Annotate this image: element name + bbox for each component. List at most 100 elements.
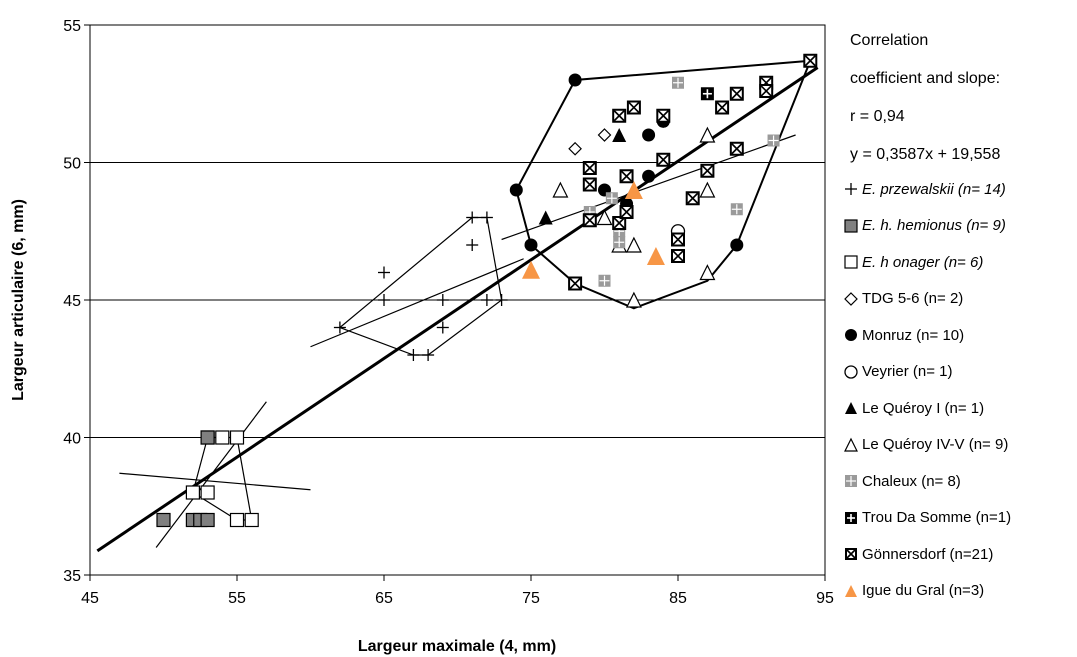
data-point	[185, 485, 200, 500]
data-point	[671, 249, 685, 263]
marker-stroke	[731, 88, 743, 100]
data-point	[538, 210, 553, 225]
marker-shape	[844, 437, 858, 452]
y-tick-label: 40	[63, 431, 81, 448]
marker-stroke	[846, 549, 856, 559]
group-regression-line	[119, 472, 311, 491]
marker-shape	[552, 181, 569, 198]
marker-shape	[568, 73, 582, 87]
legend-marker	[844, 218, 858, 233]
legend-label: Monruz (n= 10)	[862, 326, 965, 344]
data-point	[495, 294, 508, 306]
group-hull	[192, 436, 253, 521]
y-axis-title: Largeur articulaire (6, mm)	[10, 199, 27, 401]
legend-entry: Igue du Gral (n=3)	[843, 580, 984, 602]
marker-shape	[568, 141, 582, 156]
data-point	[229, 430, 245, 445]
data-point	[625, 291, 642, 308]
legend-marker	[844, 364, 858, 379]
legend-label: E. h onager (n= 6)	[862, 253, 984, 271]
data-point	[613, 236, 626, 249]
marker-shape	[624, 181, 643, 199]
data-point	[522, 260, 540, 279]
data-point	[699, 264, 716, 281]
marker-shape	[524, 238, 538, 252]
legend-label: E. h. hemionus (n= 9)	[862, 217, 1006, 234]
data-point	[730, 238, 744, 252]
data-point	[605, 192, 618, 205]
legend-entry: Chaleux (n= 8)	[843, 470, 961, 492]
x-tick-label: 45	[81, 590, 99, 607]
data-point	[422, 349, 435, 361]
marker-shape	[625, 291, 642, 308]
marker-stroke	[584, 214, 596, 226]
data-point	[619, 205, 634, 219]
marker-shape	[596, 209, 613, 226]
legend-label: Veyrier (n= 1)	[862, 363, 953, 380]
legend-marker-shape	[845, 329, 857, 341]
marker-stroke	[716, 101, 728, 114]
marker-stroke	[569, 277, 581, 290]
marker-shape	[200, 485, 215, 500]
data-point	[699, 126, 716, 143]
legend-marker-shape	[845, 183, 857, 195]
y-tick-label: 50	[63, 156, 81, 173]
data-point	[568, 141, 582, 156]
marker-stroke	[584, 178, 596, 191]
data-point	[803, 53, 818, 68]
marker-stroke	[620, 206, 633, 218]
x-tick-label: 95	[816, 590, 834, 607]
legend-marker-shape	[845, 402, 857, 414]
data-point	[378, 294, 390, 306]
legend-marker	[845, 475, 857, 487]
y-tick-label: 45	[63, 293, 81, 310]
data-point	[436, 294, 449, 306]
legend-marker-shape	[844, 218, 858, 233]
marker-stroke	[760, 85, 772, 97]
data-point	[200, 512, 215, 528]
data-point	[729, 86, 744, 101]
marker-shape	[844, 291, 858, 306]
legend-label: Le Quéroy I (n= 1)	[862, 399, 985, 417]
legend-entry: E. h onager (n= 6)	[843, 251, 983, 273]
marker-stroke	[672, 250, 684, 262]
annotation-line: Correlation	[850, 32, 929, 49]
marker-shape	[185, 485, 200, 500]
legend-entry: TDG 5-6 (n= 2)	[843, 288, 963, 310]
legend-marker	[845, 183, 857, 195]
data-point	[625, 236, 642, 253]
data-point	[642, 128, 656, 142]
marker-stroke	[701, 165, 713, 177]
data-point	[244, 512, 259, 528]
data-point	[730, 203, 743, 216]
annotation-line: coefficient and slope:	[850, 70, 1001, 87]
legend-marker-shape	[845, 511, 857, 524]
data-point	[672, 76, 684, 89]
legend-entry: Le Quéroy IV-V (n= 9)	[843, 434, 1008, 456]
data-point	[656, 152, 671, 167]
data-point	[612, 128, 627, 142]
marker-shape	[646, 247, 665, 265]
x-tick-label: 55	[228, 590, 246, 607]
legend-label: Igue du Gral (n=3)	[862, 582, 985, 599]
data-point	[552, 181, 569, 198]
marker-stroke	[731, 143, 743, 155]
legend-marker	[845, 402, 857, 414]
marker-shape	[642, 169, 656, 183]
data-point	[568, 73, 582, 87]
y-tick-label: 35	[63, 568, 81, 585]
x-tick-label: 65	[375, 590, 393, 607]
data-point	[200, 485, 215, 500]
group-outlines	[192, 59, 812, 521]
data-point	[597, 128, 612, 142]
legend-marker-shape	[844, 291, 858, 306]
data-point	[480, 211, 493, 224]
legend-entry: Trou Da Somme (n=1)	[843, 507, 1011, 529]
marker-stroke	[657, 154, 669, 166]
x-axis-ticks: 45 55 65 75 85 95	[81, 575, 834, 607]
data-point	[729, 141, 744, 156]
marker-shape	[699, 181, 716, 198]
marker-shape	[156, 512, 171, 528]
legend-entry: Le Quéroy I (n= 1)	[843, 397, 984, 419]
